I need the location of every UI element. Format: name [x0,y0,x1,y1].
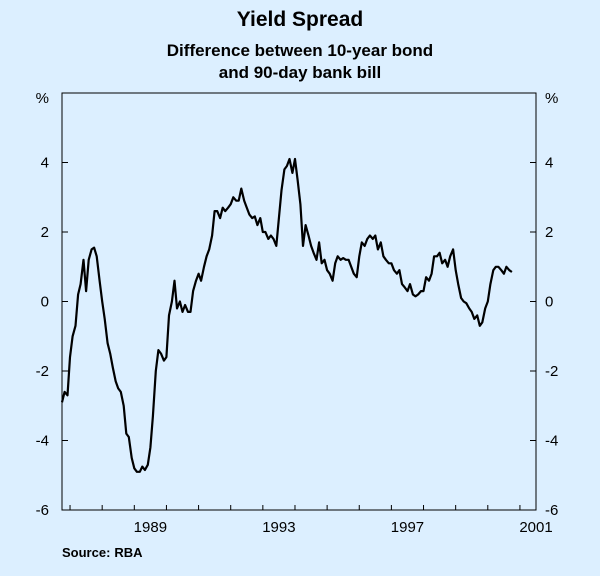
plot-area [61,92,537,511]
source-note: Source: RBA [62,545,143,560]
x-tick-label: 1993 [262,519,295,536]
y-tick-label-right: 2 [545,224,553,241]
plot-frame [61,92,537,511]
tick-marks [62,162,536,510]
y-tick-label-right: 0 [545,294,553,311]
x-tick-label: 1989 [134,519,167,536]
y-tick-label-left: 0 [41,294,49,311]
source-value: RBA [114,545,143,560]
tick-labels: -6 -6 -4 -4 -2 -2 0 0 2 2 4 4 1989 1993 1997 2001 [36,155,559,537]
x-tick-label: 1997 [391,519,424,536]
y-tick-label-right: -4 [545,433,558,450]
source-label: Source: [62,545,111,560]
y-unit-right: % [545,90,558,107]
y-tick-label-right: -6 [545,502,558,519]
y-tick-label-left: -4 [36,433,49,450]
x-tick-label: 2001 [519,519,552,536]
y-tick-label-left: 4 [41,155,49,172]
y-tick-label-left: 2 [41,224,49,241]
y-tick-label-right: -2 [545,363,558,380]
series-line-yield-spread [60,157,513,473]
y-tick-label-left: -6 [36,502,49,519]
chart-subtitle: Difference between 10-year bond and 90-d… [166,41,434,82]
chart-title: Yield Spread [236,8,364,31]
y-tick-label-left: -2 [36,363,49,380]
y-tick-label-right: 4 [545,155,553,172]
y-unit-left: % [36,90,49,107]
